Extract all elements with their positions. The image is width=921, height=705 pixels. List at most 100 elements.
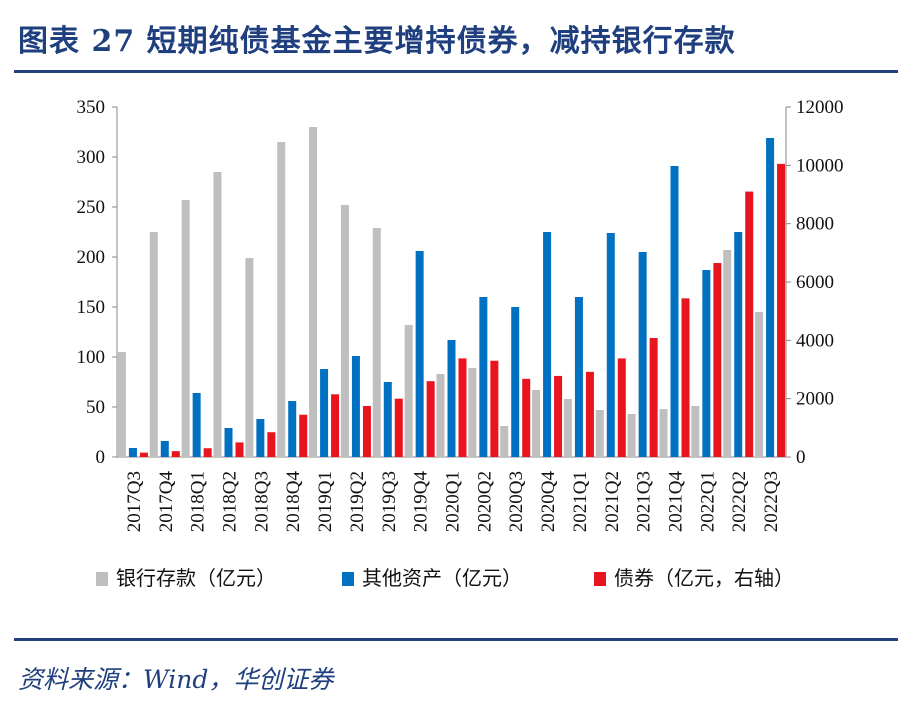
bar-bank-deposits	[181, 200, 190, 457]
bar-other-assets	[415, 251, 424, 457]
category-label: 2018Q4	[283, 471, 304, 533]
bar-bonds	[458, 358, 467, 457]
bar-other-assets	[160, 441, 169, 457]
category-label: 2020Q4	[538, 471, 559, 533]
category-label: 2019Q3	[379, 471, 400, 532]
bar-other-assets	[766, 138, 775, 457]
footer-divider	[14, 638, 898, 641]
left-tick-label: 150	[77, 297, 106, 318]
bar-other-assets	[479, 297, 488, 457]
category-label: 2017Q3	[124, 471, 145, 532]
bar-chart: 0 50 100 150 200 250 300 350 0 2000 4000 6000 8000 10…	[77, 97, 844, 590]
category-label: 2020Q2	[474, 471, 495, 532]
bar-bank-deposits	[117, 352, 126, 457]
bar-bonds	[713, 263, 722, 457]
bar-bank-deposits	[309, 127, 318, 457]
right-tick-label: 8000	[796, 214, 834, 235]
category-label: 2019Q1	[315, 471, 336, 532]
bar-bank-deposits	[277, 142, 286, 457]
source-note: 资料来源：Wind，华创证券	[18, 665, 334, 694]
bar-other-assets	[256, 419, 265, 457]
bar-other-assets	[543, 232, 552, 457]
bar-bank-deposits	[436, 374, 445, 457]
bar-bonds	[171, 451, 180, 457]
category-label: 2022Q3	[761, 471, 782, 532]
bar-bonds	[331, 394, 340, 457]
bar-bonds	[522, 378, 531, 457]
bar-bank-deposits	[149, 232, 158, 457]
category-label: 2020Q1	[443, 471, 464, 532]
left-tick-label: 50	[86, 397, 105, 418]
category-label: 2018Q3	[251, 471, 272, 532]
bar-other-assets	[574, 297, 583, 457]
right-tick-label: 0	[796, 447, 806, 468]
category-label: 2021Q4	[666, 471, 687, 533]
bar-other-assets	[320, 369, 329, 457]
bar-bank-deposits	[755, 312, 764, 457]
left-tick-label: 250	[77, 197, 106, 218]
left-tick-label: 0	[96, 447, 106, 468]
bar-bank-deposits	[563, 399, 572, 457]
bar-bonds	[585, 371, 594, 457]
category-label: 2022Q1	[697, 471, 718, 532]
category-label: 2021Q2	[602, 471, 623, 532]
bar-other-assets	[638, 252, 647, 457]
bar-bank-deposits	[245, 258, 254, 457]
left-tick-label: 100	[77, 347, 106, 368]
bar-bank-deposits	[372, 228, 381, 457]
bar-bank-deposits	[532, 390, 541, 457]
bar-bonds	[745, 191, 754, 458]
bar-bank-deposits	[691, 406, 700, 457]
left-tick-label: 200	[77, 247, 106, 268]
category-label: 2021Q1	[570, 471, 591, 532]
category-label: 2017Q4	[156, 471, 177, 533]
bar-bank-deposits	[404, 325, 413, 457]
bar-other-assets	[288, 401, 297, 457]
right-tick-label: 4000	[796, 330, 834, 351]
bar-other-assets	[192, 393, 201, 457]
legend-label: 其他资产（亿元）	[362, 566, 522, 590]
bar-bonds	[299, 414, 308, 457]
legend-swatch	[96, 572, 108, 586]
legend-label: 债券（亿元，右轴）	[614, 566, 794, 590]
bar-other-assets	[511, 307, 520, 457]
bar-other-assets	[224, 428, 233, 457]
bar-bank-deposits	[595, 410, 604, 457]
category-label: 2020Q3	[506, 471, 527, 532]
bar-bonds	[394, 398, 403, 457]
bar-other-assets	[383, 382, 392, 457]
right-tick-label: 12000	[796, 97, 844, 118]
bar-other-assets	[606, 233, 615, 457]
bar-bonds	[617, 358, 626, 457]
bar-bonds	[554, 375, 563, 457]
bar-bonds	[490, 360, 499, 457]
bar-other-assets	[128, 448, 137, 457]
bar-bonds	[235, 442, 244, 457]
bar-other-assets	[351, 356, 360, 457]
bar-other-assets	[734, 232, 743, 457]
bar-bonds	[203, 448, 212, 457]
bar-bonds	[267, 432, 276, 457]
title-divider	[14, 70, 898, 73]
bar-bonds	[649, 338, 658, 457]
bar-bank-deposits	[723, 250, 732, 457]
left-tick-label: 300	[77, 147, 106, 168]
bar-bonds	[681, 298, 690, 457]
right-tick-label: 2000	[796, 389, 834, 410]
figure-title: 图表 27 短期纯债基金主要增持债券，减持银行存款	[18, 24, 736, 59]
bar-other-assets	[447, 340, 456, 457]
bar-bank-deposits	[659, 409, 668, 457]
bar-bank-deposits	[213, 172, 222, 457]
bar-other-assets	[702, 270, 711, 457]
right-tick-label: 6000	[796, 272, 834, 293]
bar-other-assets	[670, 166, 679, 457]
bar-bonds	[777, 163, 786, 457]
bar-bonds	[139, 452, 148, 457]
legend-label: 银行存款（亿元）	[116, 566, 276, 590]
legend-swatch	[594, 572, 606, 586]
bar-bank-deposits	[340, 205, 349, 457]
category-label: 2021Q3	[634, 471, 655, 532]
category-label: 2018Q1	[188, 471, 209, 532]
category-label: 2022Q2	[729, 471, 750, 532]
bar-bank-deposits	[468, 368, 477, 457]
